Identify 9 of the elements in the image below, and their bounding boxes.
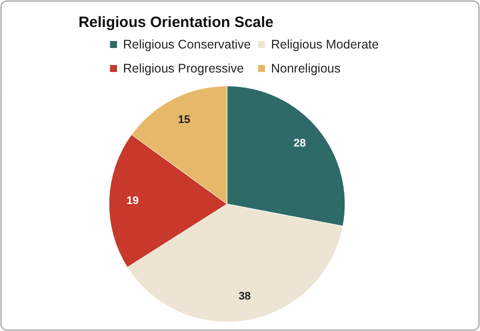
legend-label: Religious Progressive — [123, 61, 244, 76]
data-label: 19 — [126, 194, 139, 207]
legend-label: Nonreligious — [271, 61, 340, 76]
data-label: 38 — [238, 290, 251, 303]
legend-label: Religious Moderate — [271, 37, 379, 52]
data-label: 15 — [178, 114, 190, 126]
legend-label: Religious Conservative — [123, 37, 251, 52]
chart-title: Religious Orientation Scale — [78, 14, 274, 31]
data-label: 28 — [294, 138, 306, 150]
